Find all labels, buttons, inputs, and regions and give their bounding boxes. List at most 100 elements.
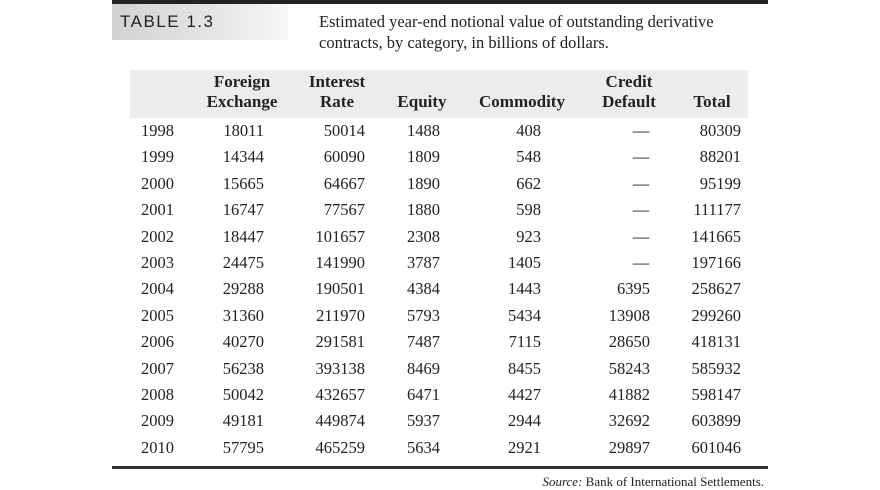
row-year-cell: 2008	[141, 385, 174, 404]
table-cell: 80309	[699, 121, 741, 140]
table-cell: 299260	[691, 305, 742, 325]
table-cell: 18011	[223, 121, 264, 140]
table-cell: 662	[516, 173, 541, 193]
table-cell: 3787	[407, 253, 440, 272]
table-cell: 141665	[691, 226, 742, 246]
table-cell: 465259	[315, 437, 366, 457]
row-year-cell: 2010	[141, 437, 174, 457]
table-cell: 1405	[508, 253, 541, 272]
column-header-4-line2: Equity	[397, 92, 447, 111]
table-cell: 2944	[508, 411, 541, 431]
table-cell: —	[632, 226, 650, 246]
table-cell: 601046	[691, 437, 742, 457]
table-number-tag: TABLE 1.3	[112, 4, 288, 40]
top-rule	[112, 0, 768, 4]
table-cell: 60090	[323, 147, 365, 167]
column-header-3-line2: Rate	[320, 92, 354, 111]
table-cell: 111177	[693, 200, 741, 220]
row-year-cell: 2003	[141, 253, 174, 272]
table-cell: 449874	[315, 411, 366, 431]
table-cell: 14344	[222, 147, 264, 167]
row-year-cell: 1999	[141, 147, 174, 167]
source-label: Source:	[542, 474, 583, 489]
table-cell: 190501	[315, 279, 366, 299]
column-header-2-line2: Exchange	[206, 92, 278, 111]
table-cell: 4384	[407, 279, 440, 299]
table-cell: 8469	[407, 358, 440, 378]
row-year-cell: 2007	[141, 358, 174, 378]
table-cell: 13908	[608, 305, 650, 325]
table-cell: 1443	[508, 279, 541, 299]
table-cell: 50042	[222, 385, 264, 404]
table-cell: 585932	[691, 358, 742, 378]
table-cell: —	[632, 200, 650, 220]
table-cell: 18447	[222, 226, 264, 246]
source-note: Source: Bank of International Settlement…	[542, 474, 764, 490]
table-cell: 408	[516, 121, 541, 140]
table-cell: —	[632, 147, 650, 167]
table-cell: 7487	[407, 332, 440, 352]
table-cell: 24475	[222, 253, 264, 272]
table-cell: —	[632, 173, 650, 193]
table-cell: 56238	[222, 358, 264, 378]
table-cell: 6471	[407, 385, 440, 404]
table-cell: 258627	[691, 279, 742, 299]
row-year-cell: 2000	[141, 173, 174, 193]
column-header-5-line2: Commodity	[479, 92, 565, 111]
table-cell: 5937	[407, 411, 440, 431]
source-text: Bank of International Settlements.	[585, 474, 764, 489]
table-cell: 95199	[699, 173, 741, 193]
table-cell: 32692	[608, 411, 650, 431]
table-cell: 1890	[407, 173, 440, 193]
table-cell: 1488	[407, 121, 440, 140]
table-cell: 4427	[508, 385, 541, 404]
table-cell: —	[632, 253, 650, 272]
table-cell: 31360	[222, 305, 264, 325]
table-cell: 211970	[316, 305, 365, 325]
column-header-6-line1: Credit	[605, 72, 653, 91]
table-cell: 28650	[608, 332, 650, 352]
table-cell: 64667	[323, 173, 365, 193]
table-cell: 548	[516, 147, 541, 167]
table-cell: 598147	[691, 385, 742, 404]
row-year-cell: 2001	[141, 200, 174, 220]
table-cell: 2308	[407, 226, 440, 246]
table-cell: 1809	[407, 147, 440, 167]
table-cell: 2921	[508, 437, 541, 457]
column-header-6-line2: Default	[602, 92, 656, 111]
table-cell: 393138	[315, 358, 366, 378]
column-header-7-line2: Total	[693, 92, 731, 111]
table-cell: 88201	[699, 147, 741, 167]
table-cell: 1880	[407, 200, 440, 220]
table-cell: 603899	[691, 411, 742, 431]
row-year-cell: 2009	[141, 411, 174, 431]
row-year-cell: 2004	[141, 279, 174, 299]
table-cell: 49181	[222, 411, 264, 431]
table-cell: —	[632, 121, 650, 140]
table-cell: 923	[516, 226, 541, 246]
table-cell: 197166	[691, 253, 742, 272]
table-cell: 77567	[323, 200, 365, 220]
table-cell: 432657	[315, 385, 366, 404]
table-cell: 57795	[222, 437, 264, 457]
table-cell: 5634	[407, 437, 440, 457]
table-cell: 141990	[315, 253, 366, 272]
row-year-cell: 2002	[141, 226, 174, 246]
row-year-cell: 2006	[141, 332, 174, 352]
table-cell: 40270	[222, 332, 264, 352]
table-cell: 15665	[222, 173, 264, 193]
table-cell: 29288	[222, 279, 264, 299]
table-cell: 101657	[315, 226, 366, 246]
table-cell: 41882	[608, 385, 650, 404]
table-cell: 8455	[508, 358, 541, 378]
table-cell: 6395	[617, 279, 650, 299]
column-header-3-line1: Interest	[308, 72, 366, 91]
table-cell: 7115	[508, 332, 541, 352]
table-cell: 598	[516, 200, 541, 220]
table-cell: 5434	[508, 305, 541, 325]
table-cell: 418131	[691, 332, 742, 352]
table-caption: Estimated year-end notional value of out…	[319, 12, 714, 52]
table-cell: 291581	[315, 332, 366, 352]
bottom-rule	[112, 466, 768, 469]
column-header-2-line1: Foreign	[213, 72, 271, 91]
